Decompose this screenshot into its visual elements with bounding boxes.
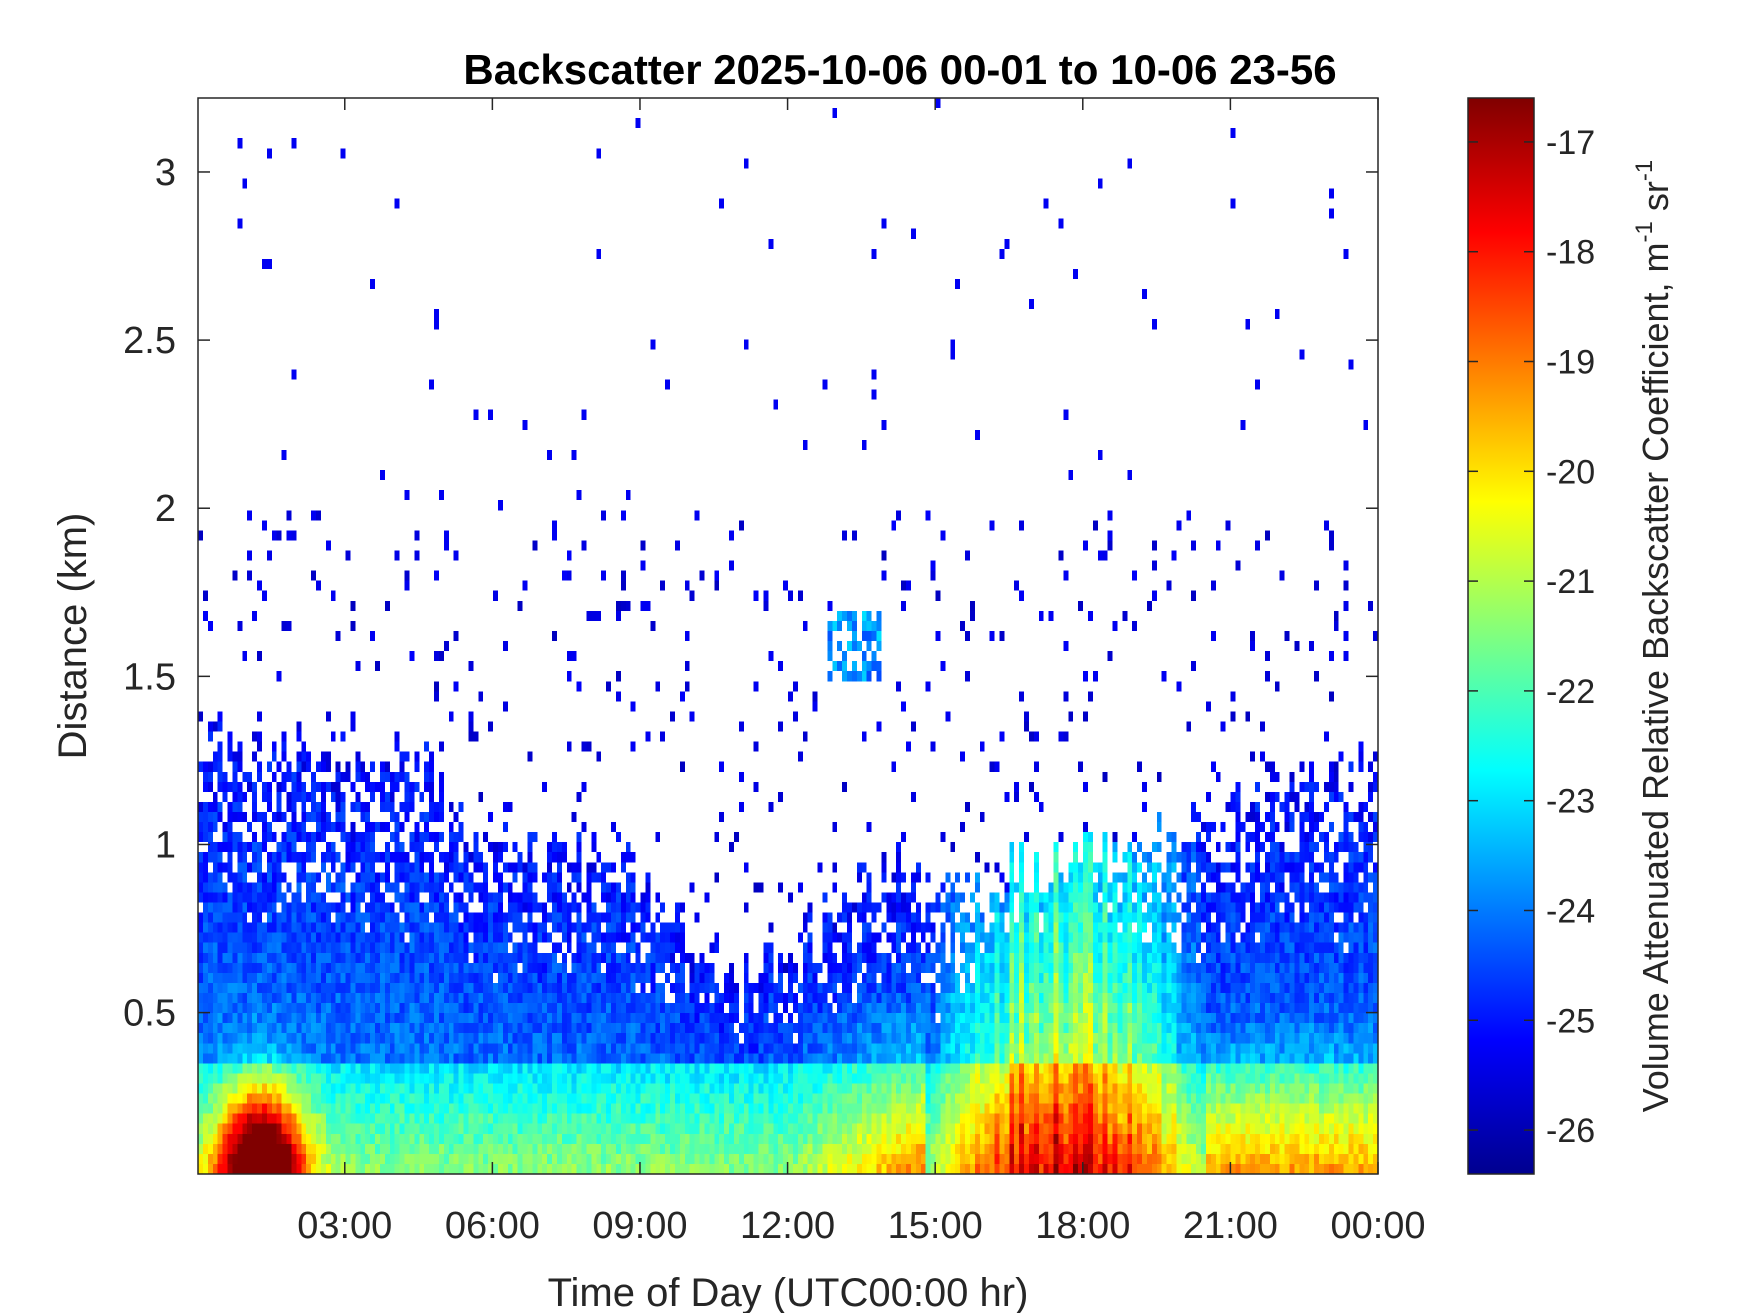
heatmap-area: [198, 98, 1378, 1174]
x-axis-label: Time of Day (UTC00:00 hr): [548, 1271, 1029, 1313]
x-tick-label: 06:00: [445, 1205, 540, 1247]
y-axis-ticks: 0.5 1 1.5 2 2.5 3: [123, 152, 1378, 1035]
colorbar-ticks: -26 -25 -24 -23 -22 -21 -20 -19 -18 -17: [1468, 124, 1595, 1150]
chart-title: Backscatter 2025-10-06 00-01 to 10-06 23…: [463, 46, 1336, 93]
y-tick-label: 2.5: [123, 320, 176, 362]
x-tick-label: 15:00: [888, 1205, 983, 1247]
y-tick-label: 3: [155, 152, 176, 194]
colorbar-tick-label: -22: [1546, 673, 1595, 711]
colorbar-tick-label: -23: [1546, 783, 1595, 821]
colorbar-tick-label: -17: [1546, 124, 1595, 162]
colorbar-tick-label: -20: [1546, 453, 1595, 491]
colorbar-tick-label: -18: [1546, 234, 1595, 272]
y-tick-label: 0.5: [123, 993, 176, 1035]
x-tick-label: 18:00: [1035, 1205, 1130, 1247]
colorbar-tick-label: -24: [1546, 892, 1595, 930]
colorbar-tick-label: -25: [1546, 1002, 1595, 1040]
x-tick-label: 00:00: [1330, 1205, 1425, 1247]
colorbar-tick-label: -19: [1546, 344, 1595, 382]
x-tick-label: 12:00: [740, 1205, 835, 1247]
y-axis-label: Distance (km): [51, 513, 95, 760]
y-tick-label: 1: [155, 824, 176, 866]
colorbar-tick-label: -21: [1546, 563, 1595, 601]
colorbar-label-exp1: -1: [1631, 221, 1658, 242]
y-tick-label: 1.5: [123, 656, 176, 698]
y-tick-label: 2: [155, 488, 176, 530]
x-tick-label: 03:00: [297, 1205, 392, 1247]
colorbar-label-main: Volume Attenuated Relative Backscatter C…: [1635, 242, 1676, 1112]
colorbar-tick-label: -26: [1546, 1112, 1595, 1150]
colorbar-label: Volume Attenuated Relative Backscatter C…: [1631, 160, 1676, 1113]
x-axis-ticks: 03:00 06:00 09:00 12:00 15:00 18:00 21:00 00:00: [297, 98, 1426, 1247]
colorbar-label-mid: sr: [1635, 181, 1676, 221]
colorbar-label-exp2: -1: [1631, 160, 1658, 181]
x-tick-label: 21:00: [1183, 1205, 1278, 1247]
x-tick-label: 09:00: [592, 1205, 687, 1247]
heatmap-image: [198, 98, 1378, 1174]
colorbar: [1467, 97, 1535, 1175]
